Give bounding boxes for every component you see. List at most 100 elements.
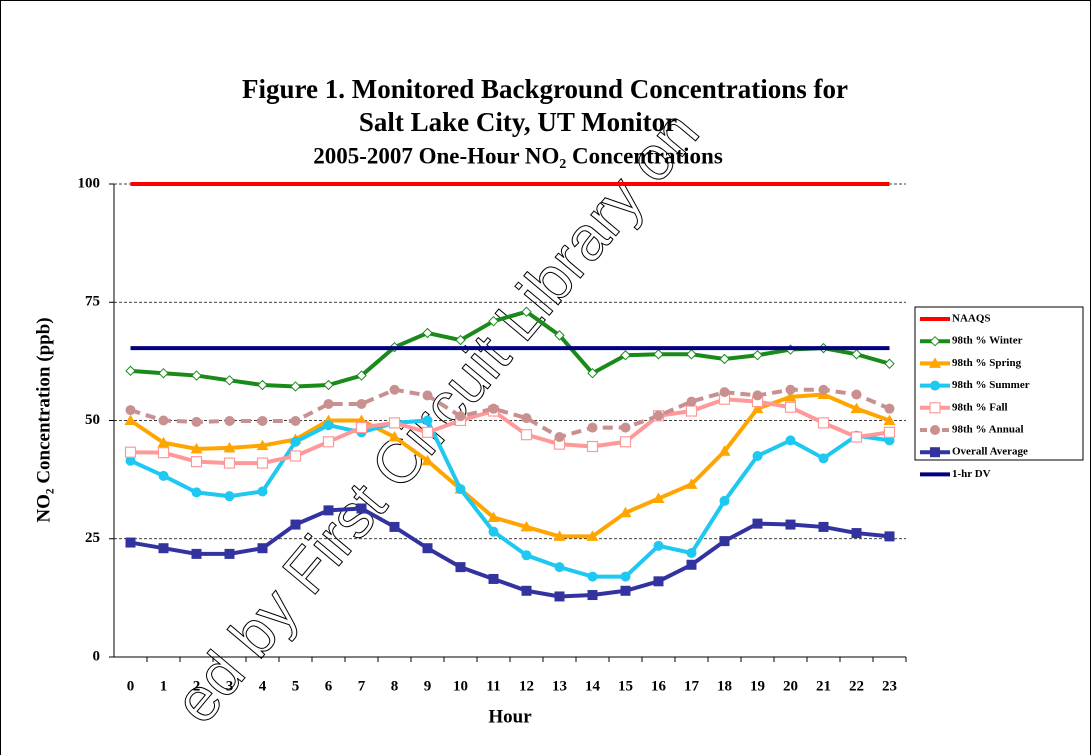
marker <box>930 380 940 391</box>
marker <box>587 422 598 433</box>
marker <box>752 350 763 361</box>
marker <box>718 445 731 456</box>
marker <box>719 387 730 398</box>
marker <box>554 562 565 573</box>
marker <box>620 350 631 361</box>
marker <box>190 442 203 454</box>
marker <box>290 381 301 392</box>
legend-label: 98th % Annual <box>952 424 1024 436</box>
marker <box>422 390 433 401</box>
marker <box>785 435 796 446</box>
marker <box>224 548 235 559</box>
watermark: ed by First Circuit Library on <box>161 98 712 736</box>
marker <box>884 358 895 369</box>
marker <box>818 521 829 532</box>
y-axis-label: NO₂ Concentration (ppb) <box>33 317 54 522</box>
marker <box>554 432 565 443</box>
marker <box>455 411 466 422</box>
marker <box>191 370 202 381</box>
marker <box>125 365 136 377</box>
y-tick-label: 100 <box>78 175 101 191</box>
marker <box>850 402 863 414</box>
marker <box>752 450 763 461</box>
x-tick-label: 16 <box>651 678 667 694</box>
marker <box>290 519 301 530</box>
legend-label: 98th % Winter <box>952 335 1023 347</box>
legend-label: 98th % Spring <box>952 357 1022 369</box>
marker <box>323 379 334 391</box>
marker <box>323 505 334 516</box>
x-tick-label: 17 <box>684 678 700 694</box>
marker <box>224 375 235 386</box>
x-tick-label: 22 <box>849 678 864 694</box>
x-tick-label: 23 <box>882 678 897 694</box>
marker <box>850 431 863 443</box>
marker <box>158 367 169 379</box>
marker <box>719 495 730 506</box>
chart-title: Figure 1. Monitored Background Concentra… <box>242 74 848 104</box>
marker <box>421 454 434 466</box>
marker <box>520 520 533 532</box>
marker <box>256 439 269 451</box>
marker <box>586 440 599 453</box>
x-tick-label: 21 <box>816 678 831 694</box>
marker <box>124 414 137 425</box>
marker <box>851 389 862 400</box>
marker <box>455 562 466 573</box>
x-tick-label: 2 <box>193 678 201 694</box>
marker <box>884 403 895 414</box>
x-tick-label: 13 <box>552 678 567 694</box>
marker <box>488 526 499 537</box>
x-tick-label: 12 <box>519 678 534 694</box>
marker <box>619 436 632 448</box>
x-tick-label: 15 <box>618 678 633 694</box>
marker <box>455 484 466 495</box>
marker <box>223 441 236 453</box>
x-tick-label: 20 <box>783 678 798 694</box>
marker <box>488 315 499 327</box>
series-line <box>130 309 891 389</box>
marker <box>587 571 598 582</box>
series-line <box>129 418 890 579</box>
marker <box>553 530 566 541</box>
marker <box>158 543 169 554</box>
marker <box>125 455 136 466</box>
marker <box>521 585 532 596</box>
x-tick-label: 5 <box>292 678 300 694</box>
y-tick-label: 0 <box>93 648 101 664</box>
marker <box>488 403 499 414</box>
marker <box>653 349 664 360</box>
marker <box>685 478 698 489</box>
marker <box>653 576 664 587</box>
marker <box>223 457 236 469</box>
marker <box>653 540 664 551</box>
marker <box>929 357 941 368</box>
marker <box>422 327 433 339</box>
marker <box>289 450 302 462</box>
series-line <box>130 506 890 599</box>
marker <box>191 548 202 559</box>
marker <box>257 379 268 391</box>
marker <box>719 353 730 365</box>
x-tick-label: 4 <box>259 678 267 694</box>
marker <box>586 530 599 541</box>
marker <box>356 398 367 409</box>
series <box>125 503 895 602</box>
marker <box>455 334 466 346</box>
marker <box>752 518 763 529</box>
y-tick-label: 50 <box>85 412 100 428</box>
marker <box>488 573 499 584</box>
marker <box>929 335 941 347</box>
marker <box>389 384 400 395</box>
series-line <box>129 392 891 539</box>
marker <box>520 429 533 441</box>
marker <box>784 401 797 413</box>
marker <box>422 415 433 426</box>
marker <box>851 349 862 360</box>
marker <box>653 410 664 421</box>
marker <box>619 506 632 518</box>
marker <box>487 511 500 522</box>
marker <box>355 421 368 434</box>
marker <box>290 436 301 447</box>
